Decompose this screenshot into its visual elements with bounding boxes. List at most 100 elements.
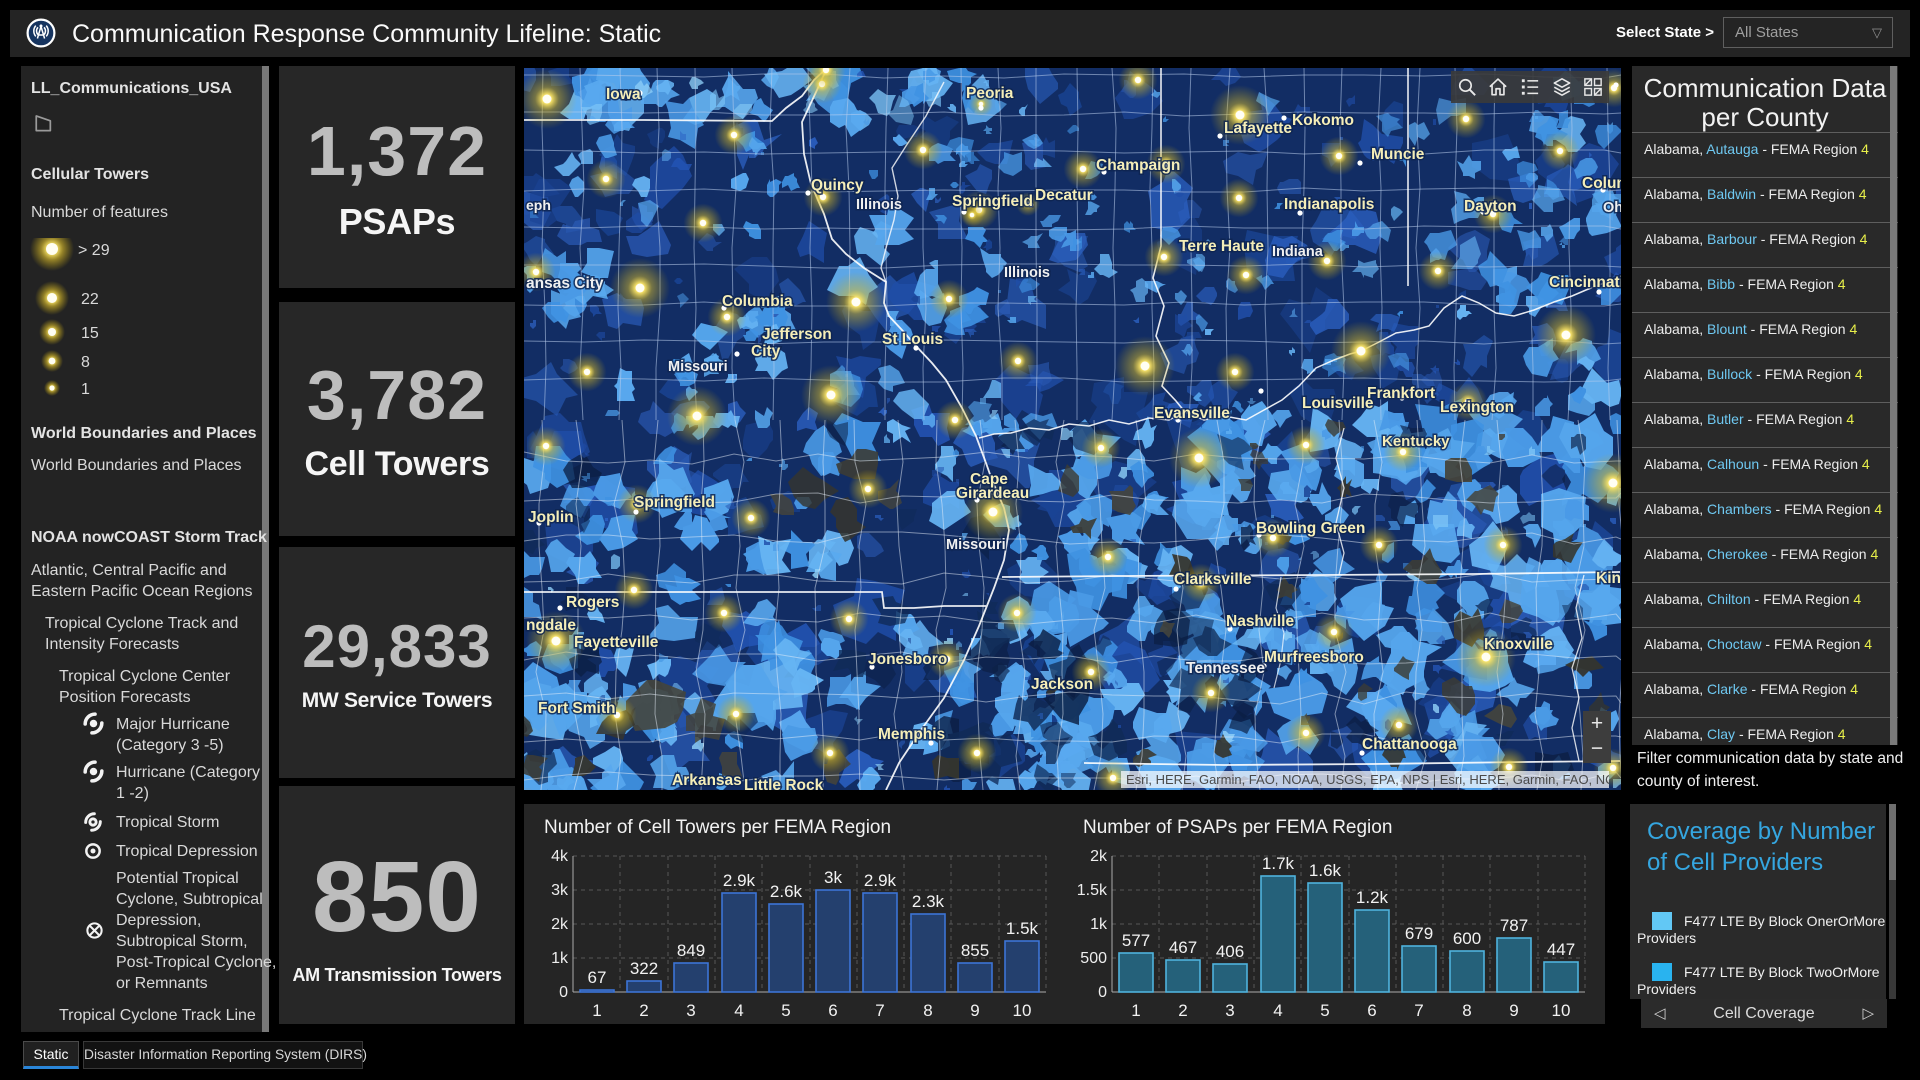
svg-text:Evansville: Evansville — [1154, 405, 1230, 422]
svg-text:2.9k: 2.9k — [723, 871, 756, 890]
svg-text:Clarksville: Clarksville — [1174, 571, 1252, 588]
svg-text:Number of Cell Towers per FEMA: Number of Cell Towers per FEMA Region — [544, 817, 891, 838]
svg-text:Joplin: Joplin — [528, 509, 574, 526]
svg-text:Springfield: Springfield — [952, 193, 1033, 210]
svg-text:22: 22 — [81, 291, 99, 308]
svg-text:Number of PSAPs per FEMA Regio: Number of PSAPs per FEMA Region — [1083, 817, 1392, 838]
svg-text:500: 500 — [1080, 950, 1107, 967]
svg-text:9: 9 — [970, 1001, 979, 1020]
svg-text:2.3k: 2.3k — [912, 892, 945, 911]
svg-text:0: 0 — [1098, 984, 1107, 1001]
svg-text:Champaign: Champaign — [1096, 157, 1180, 174]
svg-text:Missouri: Missouri — [946, 537, 1006, 553]
svg-text:849: 849 — [677, 941, 705, 960]
svg-text:Murfreesboro: Murfreesboro — [1264, 649, 1364, 666]
svg-text:Columbia: Columbia — [722, 293, 793, 310]
svg-text:4k: 4k — [551, 848, 569, 865]
svg-text:1.2k: 1.2k — [1356, 888, 1389, 907]
svg-text:Knoxville: Knoxville — [1484, 636, 1553, 653]
svg-text:Fayetteville: Fayetteville — [574, 634, 659, 651]
svg-text:5: 5 — [781, 1001, 790, 1020]
svg-text:0: 0 — [559, 984, 568, 1001]
svg-text:4: 4 — [1273, 1001, 1282, 1020]
svg-text:2.9k: 2.9k — [864, 871, 897, 890]
svg-text:467: 467 — [1169, 938, 1197, 957]
svg-text:Kokomo: Kokomo — [1292, 112, 1354, 129]
svg-text:7: 7 — [1414, 1001, 1423, 1020]
svg-text:406: 406 — [1216, 942, 1244, 961]
svg-text:3: 3 — [686, 1001, 695, 1020]
svg-text:Cape: Cape — [970, 471, 1008, 488]
svg-text:Little Rock: Little Rock — [744, 777, 824, 790]
svg-text:Ohi: Ohi — [1603, 200, 1621, 216]
svg-text:ansas City: ansas City — [526, 275, 604, 292]
svg-text:787: 787 — [1500, 916, 1528, 935]
svg-text:Louisville: Louisville — [1302, 395, 1374, 412]
svg-text:> 29: > 29 — [78, 242, 110, 259]
svg-text:5: 5 — [1320, 1001, 1329, 1020]
svg-text:Indianapolis: Indianapolis — [1284, 196, 1374, 213]
svg-text:1: 1 — [592, 1001, 601, 1020]
svg-text:15: 15 — [81, 325, 99, 342]
svg-text:Illinois: Illinois — [856, 197, 902, 213]
svg-text:1: 1 — [1131, 1001, 1140, 1020]
svg-text:8: 8 — [923, 1001, 932, 1020]
svg-text:6: 6 — [1367, 1001, 1376, 1020]
svg-text:Kentucky: Kentucky — [1382, 433, 1450, 450]
svg-text:Girardeau: Girardeau — [956, 485, 1029, 502]
svg-text:Jonesboro: Jonesboro — [868, 651, 947, 668]
svg-text:8: 8 — [81, 354, 90, 371]
svg-text:8: 8 — [1462, 1001, 1471, 1020]
svg-text:Tennessee: Tennessee — [1186, 660, 1265, 677]
svg-text:2.6k: 2.6k — [770, 882, 803, 901]
svg-text:Iowa: Iowa — [606, 86, 641, 103]
svg-text:577: 577 — [1122, 931, 1150, 950]
svg-text:9: 9 — [1509, 1001, 1518, 1020]
svg-text:Bowling Green: Bowling Green — [1256, 520, 1365, 537]
svg-text:1k: 1k — [1090, 916, 1108, 933]
svg-text:3k: 3k — [824, 868, 842, 887]
svg-text:2: 2 — [1178, 1001, 1187, 1020]
svg-text:Indiana: Indiana — [1272, 244, 1324, 260]
svg-text:Kingsp: Kingsp — [1596, 570, 1621, 587]
svg-text:City: City — [751, 343, 781, 360]
svg-text:447: 447 — [1547, 940, 1575, 959]
svg-text:Peoria: Peoria — [966, 85, 1014, 102]
svg-text:Quincy: Quincy — [811, 177, 864, 194]
svg-text:Chattanooga: Chattanooga — [1362, 736, 1457, 753]
svg-text:10: 10 — [1013, 1001, 1032, 1020]
svg-text:4: 4 — [734, 1001, 743, 1020]
svg-text:2k: 2k — [551, 916, 569, 933]
svg-text:855: 855 — [961, 941, 989, 960]
svg-text:7: 7 — [875, 1001, 884, 1020]
svg-text:Illinois: Illinois — [1004, 265, 1050, 281]
svg-text:1.6k: 1.6k — [1309, 861, 1342, 880]
svg-text:Fort Smith: Fort Smith — [538, 700, 616, 717]
svg-text:1k: 1k — [551, 950, 569, 967]
svg-text:2: 2 — [639, 1001, 648, 1020]
svg-text:10: 10 — [1552, 1001, 1571, 1020]
svg-text:1.5k: 1.5k — [1006, 919, 1039, 938]
svg-text:322: 322 — [630, 959, 658, 978]
svg-text:Jefferson: Jefferson — [762, 326, 832, 343]
svg-text:Rogers: Rogers — [566, 594, 619, 611]
svg-text:600: 600 — [1453, 929, 1481, 948]
svg-text:Decatur: Decatur — [1035, 187, 1093, 204]
svg-text:2k: 2k — [1090, 848, 1108, 865]
svg-text:6: 6 — [828, 1001, 837, 1020]
svg-text:3k: 3k — [551, 882, 569, 899]
svg-text:67: 67 — [588, 968, 607, 987]
svg-text:Jackson: Jackson — [1031, 676, 1093, 693]
svg-text:Lafayette: Lafayette — [1224, 120, 1292, 137]
svg-text:Terre Haute: Terre Haute — [1179, 238, 1264, 255]
svg-text:Frankfort: Frankfort — [1367, 385, 1435, 402]
svg-text:679: 679 — [1405, 924, 1433, 943]
svg-text:Nashville: Nashville — [1226, 613, 1294, 630]
svg-text:Springfield: Springfield — [634, 494, 715, 511]
svg-text:Columbu: Columbu — [1582, 175, 1621, 192]
svg-text:Missouri: Missouri — [668, 359, 728, 375]
svg-text:Cincinnati: Cincinnati — [1549, 274, 1621, 291]
svg-text:eph: eph — [526, 197, 551, 213]
svg-text:Dayton: Dayton — [1464, 198, 1517, 215]
svg-text:St Louis: St Louis — [882, 331, 943, 348]
